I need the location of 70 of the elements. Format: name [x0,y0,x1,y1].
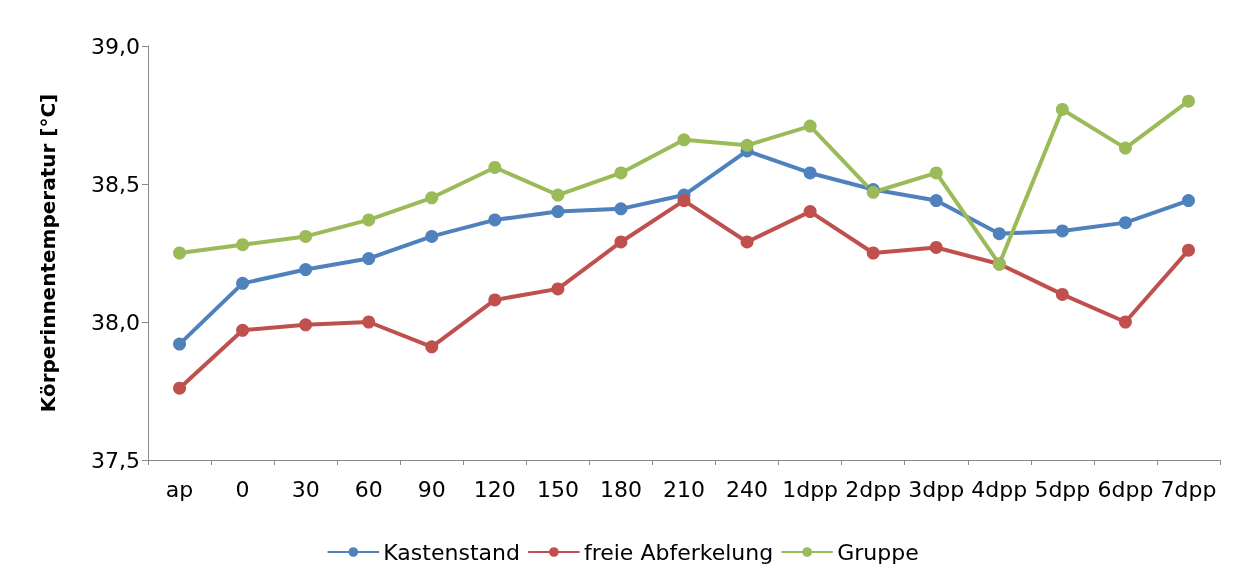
point [614,166,628,180]
y-tick-label: 38,0 [91,309,140,335]
y-tick-label: 37,5 [91,447,140,473]
point [299,229,313,243]
x-tick-label: 2dpp [845,476,902,502]
legend-label: Gruppe [837,539,919,565]
point [1118,216,1132,230]
point [362,315,376,329]
point [803,166,817,180]
x-tick-label: 5dpp [1034,476,1091,502]
point [362,252,376,266]
y-axis-title: Körperinnentemperatur [°C] [36,93,60,413]
x-tick-label: 1dpp [782,476,839,502]
point [488,293,502,307]
point [1055,224,1069,238]
point [173,246,187,260]
point [1118,315,1132,329]
x-tick-label: 60 [354,476,383,502]
x-tick-label: 3dpp [908,476,965,502]
point [299,263,313,277]
y-tick-label: 38,5 [91,171,140,197]
point [362,213,376,227]
point [803,205,817,219]
point [425,191,439,205]
x-tick-label: 4dpp [971,476,1028,502]
x-tick-label: 0 [235,476,250,502]
point [1181,194,1195,208]
point [614,202,628,216]
point [551,205,565,219]
legend-label: Kastenstand [383,539,520,565]
point [740,235,754,249]
point [929,166,943,180]
x-tick-label: 7dpp [1160,476,1217,502]
point [173,381,187,395]
point [929,240,943,254]
point [992,227,1006,241]
y-tick-label: 39,0 [91,33,140,59]
point [929,194,943,208]
x-tick-label: 90 [417,476,446,502]
point [1181,94,1195,108]
point [488,213,502,227]
x-tick-label: 180 [599,476,642,502]
point [677,133,691,147]
point [299,318,313,332]
point [551,188,565,202]
point [803,119,817,133]
x-tick-label: 150 [536,476,579,502]
x-tick-label: 120 [473,476,516,502]
point [236,323,250,337]
point [740,138,754,152]
x-tick-label: 240 [726,476,769,502]
point [173,337,187,351]
point [425,229,439,243]
point [551,282,565,296]
point [1181,243,1195,257]
point [236,238,250,252]
point [1055,287,1069,301]
point [677,194,691,208]
point [1055,102,1069,116]
x-tick-label: 6dpp [1097,476,1154,502]
x-tick-label: ap [165,476,194,502]
point [488,160,502,174]
point [236,276,250,290]
point [425,340,439,354]
point [1118,141,1132,155]
legend-label: freie Abferkelung [583,539,774,565]
x-tick-label: 30 [291,476,320,502]
point [614,235,628,249]
x-tick-label: 210 [663,476,705,502]
point [866,246,880,260]
